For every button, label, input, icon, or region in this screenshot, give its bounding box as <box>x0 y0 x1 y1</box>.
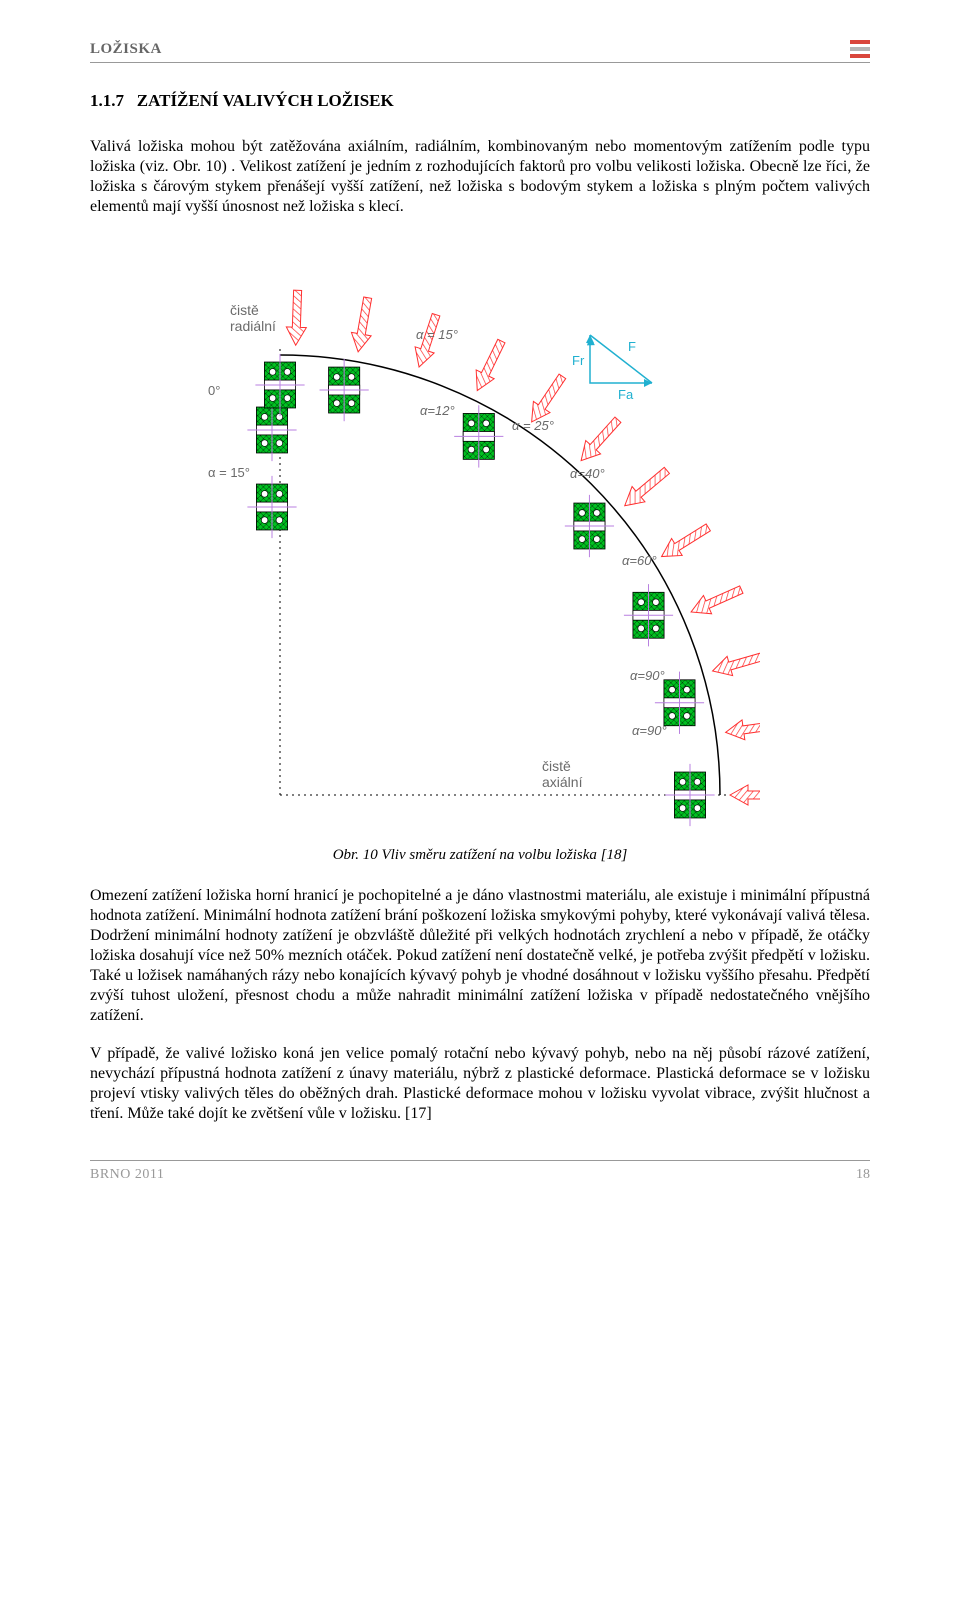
force-triangle: F Fr Fa <box>572 335 652 402</box>
paragraph-3: V případě, že valivé ložisko koná jen ve… <box>90 1044 870 1124</box>
label-pure-axial: čistě axiální <box>542 758 583 790</box>
paragraph-1: Valivá ložiska mohou být zatěžována axiá… <box>90 137 870 217</box>
svg-text:radiální: radiální <box>230 318 276 334</box>
label-pure-radial: čistě radiální <box>230 302 276 334</box>
svg-text:α = 25°: α = 25° <box>512 418 554 433</box>
svg-text:Fa: Fa <box>618 387 634 402</box>
bearing-diagram: čistě radiální čistě axiální 0° α = 15° α… <box>200 235 760 835</box>
section-title: ZATÍŽENÍ VALIVÝCH LOŽISEK <box>137 91 394 110</box>
svg-text:α=12°: α=12° <box>420 403 455 418</box>
svg-text:čistě: čistě <box>542 758 571 774</box>
svg-text:α = 15°: α = 15° <box>208 465 250 480</box>
svg-text:Fr: Fr <box>572 353 585 368</box>
paragraph-2: Omezení zatížení ložiska horní hranicí j… <box>90 886 870 1026</box>
svg-text:axiální: axiální <box>542 774 583 790</box>
footer-page-number: 18 <box>856 1167 870 1183</box>
footer-left: BRNO 2011 <box>90 1167 164 1183</box>
page-footer: BRNO 2011 18 <box>90 1160 870 1183</box>
figure-caption: Obr. 10 Vliv směru zatížení na volbu lož… <box>90 847 870 864</box>
svg-text:α=60°: α=60° <box>622 553 657 568</box>
svg-text:čistě: čistě <box>230 302 259 318</box>
svg-text:F: F <box>628 339 636 354</box>
section-heading: 1.1.7 ZATÍŽENÍ VALIVÝCH LOŽISEK <box>90 91 870 111</box>
section-number: 1.1.7 <box>90 91 124 110</box>
svg-text:α = 15°: α = 15° <box>416 327 458 342</box>
header-logo <box>850 40 870 58</box>
svg-text:0°: 0° <box>208 383 220 398</box>
svg-text:α=90°: α=90° <box>630 668 665 683</box>
figure-container: čistě radiální čistě axiální 0° α = 15° α… <box>90 235 870 835</box>
running-header: LOŽISKA <box>90 40 870 63</box>
svg-text:α=40°: α=40° <box>570 466 605 481</box>
header-title: LOŽISKA <box>90 41 162 58</box>
svg-text:α=90°: α=90° <box>632 723 667 738</box>
